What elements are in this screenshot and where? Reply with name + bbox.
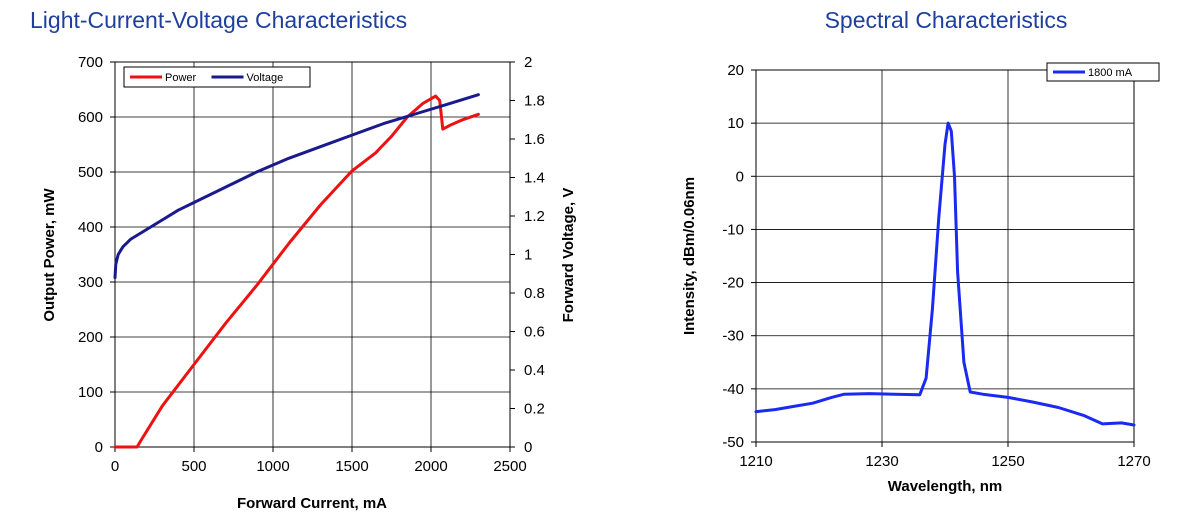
y-tick-label: -50 bbox=[722, 434, 744, 451]
y-tick-label: 100 bbox=[78, 384, 103, 401]
y2-tick-label: 1 bbox=[524, 247, 532, 264]
plot-frame bbox=[755, 69, 1135, 443]
y-tick-label: -20 bbox=[722, 275, 744, 292]
y2-tick-label: 0.4 bbox=[524, 362, 545, 379]
legend-box bbox=[1046, 62, 1160, 82]
y2-tick-label: 1.6 bbox=[524, 131, 545, 148]
y-tick-label: 0 bbox=[95, 439, 103, 456]
y2-tick-label: 0.8 bbox=[524, 285, 545, 302]
y2-tick-label: 0 bbox=[524, 439, 532, 456]
chart-title: Light-Current-Voltage Characteristics bbox=[30, 7, 407, 33]
legend-label-voltage: Voltage bbox=[247, 72, 284, 84]
legend-label-power: Power bbox=[165, 72, 197, 84]
x-axis-label: Wavelength, nm bbox=[888, 478, 1002, 495]
x-tick-label: 2000 bbox=[414, 458, 447, 475]
y2-tick-label: 1.2 bbox=[524, 208, 545, 225]
series-line-1800-ma bbox=[754, 121, 1136, 427]
y-tick-label: 600 bbox=[78, 109, 103, 126]
y-tick-label: 400 bbox=[78, 219, 103, 236]
y-axis-label: Output Power, mW bbox=[41, 187, 58, 321]
y2-tick-label: 1.8 bbox=[524, 93, 545, 110]
x-tick-label: 0 bbox=[111, 458, 119, 475]
y-tick-label: 700 bbox=[78, 54, 103, 71]
y-axis-label: Intensity, dBm/0.06nm bbox=[681, 177, 698, 335]
x-tick-label: 1230 bbox=[865, 453, 898, 470]
y-tick-label: 20 bbox=[727, 62, 744, 79]
x-tick-label: 1000 bbox=[256, 458, 289, 475]
y-tick-label: -30 bbox=[722, 328, 744, 345]
y-tick-label: 10 bbox=[727, 115, 744, 132]
legend-label-1800-ma: 1800 mA bbox=[1088, 67, 1133, 79]
y2-tick-label: 1.4 bbox=[524, 170, 545, 187]
y2-tick-label: 0.2 bbox=[524, 401, 545, 418]
x-tick-label: 500 bbox=[181, 458, 206, 475]
series-line-voltage bbox=[113, 93, 480, 280]
x-tick-label: 1250 bbox=[991, 453, 1024, 470]
y-tick-label: 500 bbox=[78, 164, 103, 181]
y2-tick-label: 2 bbox=[524, 54, 532, 71]
y-tick-label: 0 bbox=[736, 168, 744, 185]
x-tick-label: 1270 bbox=[1117, 453, 1150, 470]
legend: Power Voltage bbox=[123, 66, 311, 88]
y2-axis-label: Forward Voltage, V bbox=[560, 188, 577, 323]
x-axis-label: Forward Current, mA bbox=[237, 495, 387, 512]
chart-liv: Light-Current-Voltage Characteristics 0 50… bbox=[30, 7, 577, 512]
series-line-power bbox=[113, 94, 480, 449]
y-tick-label: 200 bbox=[78, 329, 103, 346]
y-tick-label: -40 bbox=[722, 381, 744, 398]
y-tick-label: 300 bbox=[78, 274, 103, 291]
x-tick-label: 1210 bbox=[739, 453, 772, 470]
legend: 1800 mA bbox=[1046, 62, 1160, 82]
x-tick-label: 2500 bbox=[493, 458, 526, 475]
y-tick-label: -10 bbox=[722, 221, 744, 238]
chart-title: Spectral Characteristics bbox=[825, 7, 1068, 33]
x-tick-label: 1500 bbox=[335, 458, 368, 475]
y2-tick-label: 0.6 bbox=[524, 324, 545, 341]
chart-spectrum: Spectral Characteristics 1210 1230 1250 1270… bbox=[681, 7, 1160, 495]
